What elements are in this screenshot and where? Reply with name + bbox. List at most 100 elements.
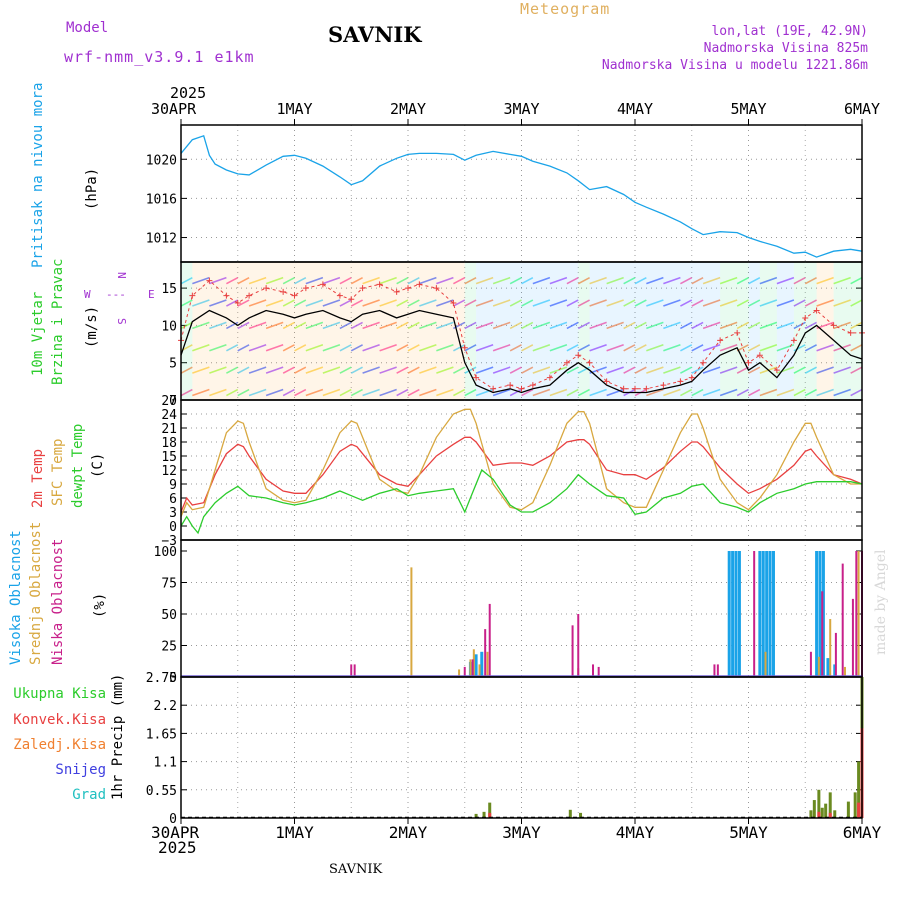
wind-barb <box>549 276 568 285</box>
precip-ytick-label: 1.1 <box>154 756 177 771</box>
precip-ytick-label: 2.75 <box>146 671 177 686</box>
wind-barb <box>532 299 551 307</box>
temperature-ytick-label: 15 <box>161 450 177 465</box>
cloud-bar <box>753 551 756 677</box>
wind-barb <box>702 388 721 397</box>
wind-barb <box>436 366 454 374</box>
cloud-bar <box>833 664 837 677</box>
cloud-bar <box>474 654 478 677</box>
temperature-ytick-label: 24 <box>161 408 177 423</box>
wind-barb <box>833 299 851 307</box>
wind-shade <box>549 262 567 400</box>
wind-barb <box>419 366 437 374</box>
temperature-ytick-label: 9 <box>169 478 177 493</box>
gust-marker <box>223 292 230 299</box>
cloud-bar <box>843 666 846 677</box>
bottom-time-label: 3MAY <box>502 823 541 842</box>
wind-barb <box>248 276 267 285</box>
cloud-bar <box>597 666 600 677</box>
cloud-bar <box>761 551 765 677</box>
wind-barb <box>850 366 863 374</box>
gust-marker <box>773 367 780 374</box>
gust-marker <box>319 281 326 288</box>
wind-shade <box>521 262 533 400</box>
wind-barb <box>192 388 210 397</box>
wind-barb <box>475 299 494 307</box>
wind-shade <box>453 262 465 400</box>
wind-barb <box>776 321 795 330</box>
wind-barb <box>623 321 636 330</box>
cloud-bar <box>727 551 731 677</box>
wind-barb <box>322 344 341 352</box>
wind-barb <box>407 388 420 397</box>
wind-barb <box>663 366 681 374</box>
wind-barb <box>248 388 267 397</box>
wind-key-center: --- <box>106 288 126 301</box>
cloud-bar <box>829 619 832 677</box>
wind-barb <box>521 366 534 374</box>
cloud-bar <box>571 625 574 677</box>
cloud-bar <box>458 669 461 677</box>
wind-barb <box>265 344 284 352</box>
wind-shade <box>283 262 295 400</box>
wind-barb <box>566 321 579 330</box>
top-time-label: 4MAY <box>617 100 653 118</box>
gust-marker <box>546 374 553 381</box>
precip-bar <box>828 812 832 818</box>
wind-shade <box>776 262 794 400</box>
wind-barb <box>623 276 636 285</box>
pressure-ytick-label: 1012 <box>146 232 177 247</box>
cloud-bar <box>734 551 738 677</box>
gust-marker <box>234 300 241 307</box>
wind-barb <box>350 344 363 352</box>
wind-barb <box>532 321 551 330</box>
pressure-series-0 <box>180 134 863 258</box>
gust-marker <box>813 307 820 314</box>
wind-barb <box>663 344 681 352</box>
wind-series-0 <box>180 309 863 394</box>
wind-barb <box>759 299 778 307</box>
wind-barb <box>793 388 806 397</box>
wind-shade <box>623 262 635 400</box>
wind-barb <box>850 299 863 307</box>
temperature-ytick-label: 12 <box>161 464 177 479</box>
wind-shade <box>436 262 454 400</box>
precip-bar <box>857 802 861 818</box>
wind-barb <box>566 276 579 285</box>
wind-barb <box>549 388 568 397</box>
footer-station: SAVNIK <box>329 862 383 877</box>
wind-barb <box>691 299 704 307</box>
legend-hail: Grad <box>72 787 106 803</box>
wind-barb <box>265 366 284 374</box>
wind-barb <box>804 299 817 307</box>
wind-barb <box>634 366 647 374</box>
wind-barb <box>322 276 341 285</box>
cloud-bar <box>713 664 716 677</box>
wind-barb <box>691 321 704 330</box>
wind-barb <box>237 321 250 330</box>
wind-ytick-label: 5 <box>169 357 177 372</box>
cloud-bar <box>857 551 860 677</box>
top-time-label: 5MAY <box>730 100 766 118</box>
wind-barb <box>804 344 817 352</box>
bottom-time-label: 5MAY <box>729 823 768 842</box>
wind-key-w: W <box>84 288 91 301</box>
cloud-bar <box>471 659 474 677</box>
wind-barb <box>226 388 239 397</box>
precip-bar <box>488 802 492 818</box>
wind-barb <box>719 366 738 374</box>
cloud-ytick-label: 75 <box>161 577 177 592</box>
wind-barb <box>379 366 397 374</box>
wind-shade <box>793 262 806 400</box>
temperature-ytick-label: 18 <box>161 436 177 451</box>
gust-marker <box>473 374 480 381</box>
wind-barb <box>339 299 352 307</box>
wind-shade <box>493 262 511 400</box>
wind-barb <box>350 276 363 285</box>
wind-shade <box>748 262 760 400</box>
wind-barb <box>816 276 834 285</box>
wind-barb <box>736 344 749 352</box>
cloud-bar <box>480 651 484 677</box>
model-name: wrf-nmm_v3.9.1 e1km <box>64 48 255 66</box>
